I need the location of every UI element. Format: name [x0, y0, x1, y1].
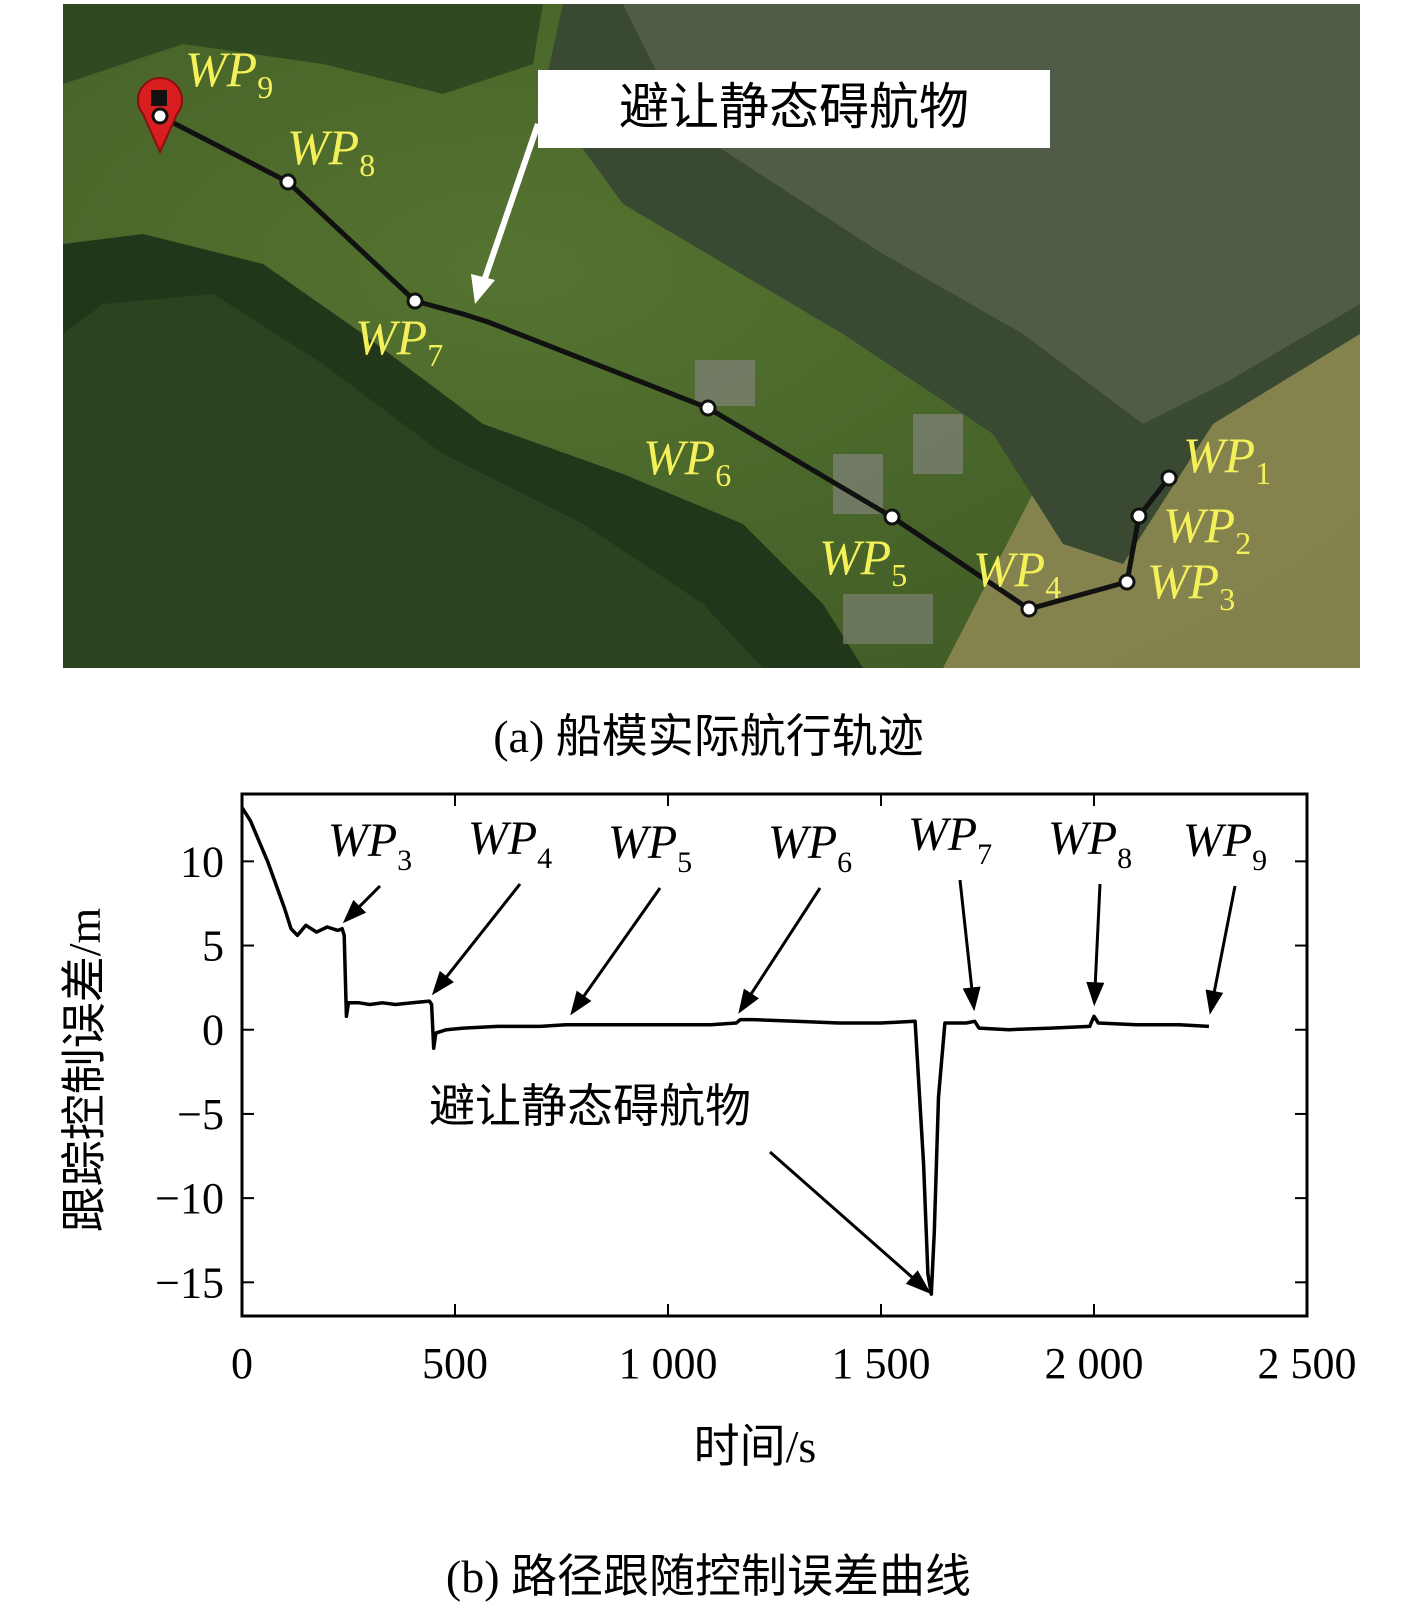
waypoint-dot-wp4 [1020, 600, 1038, 618]
waypoint-dot-wp1 [1160, 469, 1178, 487]
waypoint-annotation-wp4: WP4 [468, 812, 552, 875]
annotation-arrow-line [1211, 885, 1237, 998]
y-tick-label: −10 [155, 1174, 224, 1223]
waypoint-label-wp4: WP4 [973, 541, 1061, 605]
waypoint-dot-wp3 [1118, 573, 1136, 591]
annotation-arrow-line [958, 879, 974, 994]
waypoint-dot-wp6 [699, 399, 717, 417]
waypoint-annotation-wp8: WP8 [1048, 812, 1132, 875]
pier [913, 414, 963, 474]
x-tick-label: 500 [422, 1339, 488, 1388]
annotation-arrow-head-icon [1086, 981, 1105, 1007]
x-tick-label: 0 [231, 1339, 253, 1388]
annotation-arrow-head-icon [962, 986, 981, 1012]
x-tick-label: 1 000 [619, 1339, 718, 1388]
error-chart: 0 500 1 000 1 500 2 000 2 500 −15 −10 −5 0 5 10 WP3… [59, 792, 1357, 1472]
waypoint-dot-wp5 [883, 508, 901, 526]
waypoint-label-wp3: WP3 [1147, 553, 1235, 617]
hills-shade [63, 294, 763, 668]
satellite-map: WP9 WP8 WP7 WP6 WP5 WP4 WP3 WP2 WP1 避让静态… [63, 4, 1360, 668]
annotation-arrow-head-icon [1205, 989, 1224, 1015]
waypoint-annotation-wp5: WP5 [608, 816, 692, 879]
y-axis-label: 跟踪控制误差/m [59, 908, 110, 1233]
y-tick-label: −15 [155, 1258, 224, 1307]
map-caption: (a) 船模实际航行轨迹 [493, 711, 924, 762]
annotation-arrow-line [746, 887, 822, 1000]
map-panel: WP9 WP8 WP7 WP6 WP5 WP4 WP3 WP2 WP1 避让静态… [63, 4, 1360, 668]
callout-text: 避让静态碍航物 [619, 79, 969, 135]
x-tick-label: 1 500 [832, 1339, 931, 1388]
waypoint-label-wp1: WP1 [1183, 427, 1271, 491]
waypoint-label-wp6: WP6 [643, 429, 731, 493]
x-tick-label: 2 500 [1258, 1339, 1357, 1388]
waypoint-annotation-wp3: WP3 [328, 814, 412, 877]
vegetation-top [63, 4, 543, 94]
waypoint-annotation-wp9: WP9 [1183, 814, 1267, 877]
annotation-arrow-head-icon [738, 988, 759, 1014]
waypoint-dot-wp2 [1130, 507, 1148, 525]
y-tick-label: 10 [180, 837, 224, 886]
error-series-line [240, 806, 1210, 1296]
y-tick-label: −5 [177, 1090, 224, 1139]
avoidance-note: 避让静态碍航物 [429, 1081, 751, 1132]
chart-caption: (b) 路径跟随控制误差曲线 [445, 1551, 972, 1602]
annotation-arrow-head-icon [342, 899, 367, 924]
x-axis-label: 时间/s [694, 1421, 817, 1472]
waypoint-markers [151, 107, 1178, 618]
waypoint-dot-wp8 [279, 173, 297, 191]
waypoint-dot-wp7 [406, 292, 424, 310]
waypoint-dot-wp9 [151, 107, 169, 125]
x-tick-label: 2 000 [1045, 1339, 1144, 1388]
annotation-arrow-line [441, 883, 522, 983]
y-tick-label: 0 [202, 1006, 224, 1055]
plot-frame [240, 792, 1309, 1318]
callout-box [538, 70, 1050, 148]
callout-arrow-icon [471, 123, 541, 304]
pier [843, 594, 933, 644]
pier [695, 360, 755, 406]
annotation-arrow-head-icon [570, 990, 592, 1016]
annotation-arrow-line [1093, 883, 1102, 989]
waypoint-annotation-wp7: WP7 [908, 808, 992, 871]
waypoint-annotation-wp6: WP6 [768, 816, 852, 879]
avoidance-arrow-line [769, 1150, 916, 1281]
annotation-arrow-line [579, 887, 662, 1002]
y-tick-label: 5 [202, 922, 224, 971]
annotation-arrow-head-icon [431, 970, 454, 996]
avoidance-arrow-head-icon [905, 1270, 932, 1295]
